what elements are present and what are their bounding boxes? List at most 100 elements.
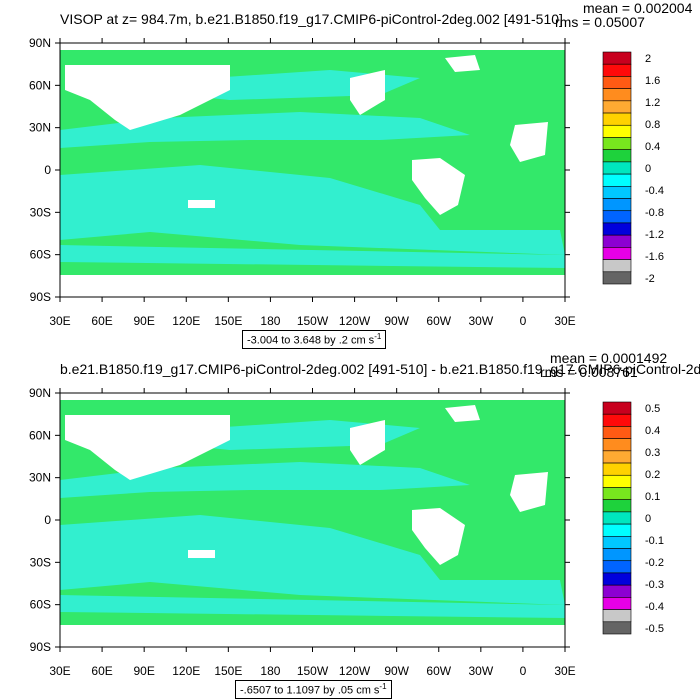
x-tick-label: 30E (554, 664, 575, 678)
y-tick-label: 90N (29, 386, 51, 400)
map-field (60, 43, 565, 297)
colorbar-swatch (602, 186, 632, 199)
x-tick-label: 90W (384, 664, 409, 678)
x-tick-label: 150E (214, 314, 242, 328)
y-tick-label: 60N (29, 428, 51, 442)
x-tick-label: 150E (214, 664, 242, 678)
y-tick-label: 0 (44, 163, 51, 177)
x-tick-label: 120E (172, 314, 200, 328)
colorbar-swatch (602, 426, 632, 439)
colorbar-swatch (602, 536, 632, 549)
x-tick-label: 90E (133, 314, 154, 328)
colorbar-swatch (602, 487, 632, 500)
colorbar-swatch (602, 474, 632, 488)
colorbar-swatch (602, 450, 632, 464)
colorbar-swatch (602, 401, 632, 415)
colorbar-label: -0.4 (645, 601, 664, 613)
colorbar-label: 2 (645, 53, 651, 65)
y-tick-label: 90S (30, 290, 51, 304)
colorbar-label: -0.3 (645, 579, 664, 591)
land-mask (445, 55, 480, 72)
map-field (60, 393, 565, 647)
bottom-panel: b.e21.B1850.f19_g17.CMIP6-piControl-2deg… (0, 350, 700, 700)
land-mask (510, 122, 548, 162)
colorbar-label: 1.6 (645, 75, 660, 87)
rms-label: rms = 0.008761 (540, 364, 638, 380)
colorbar-swatch (602, 76, 632, 89)
x-tick-label: 120E (172, 664, 200, 678)
land-mask (188, 550, 215, 558)
plot-title: VISOP at z= 984.7m, b.e21.B1850.f19_g17.… (60, 11, 563, 27)
colorbar-swatch (602, 124, 632, 138)
colorbar-swatch (602, 112, 632, 126)
x-tick-label: 180 (260, 314, 280, 328)
colorbar-swatch (602, 88, 632, 102)
field-band (60, 245, 565, 268)
land-mask (65, 65, 230, 130)
x-tick-label: 150W (297, 314, 329, 328)
x-tick-label: 30E (49, 314, 70, 328)
colorbar-swatch (602, 100, 632, 114)
colorbar-swatch (602, 198, 632, 212)
colorbar-swatch (602, 247, 632, 260)
colorbar-label: -2 (645, 273, 655, 285)
x-tick-label: 60W (426, 664, 451, 678)
colorbar-label: 0.1 (645, 491, 660, 503)
x-tick-label: 60W (426, 314, 451, 328)
y-tick-label: 30N (29, 471, 51, 485)
colorbar-swatch (602, 234, 632, 248)
colorbar-swatch (602, 259, 632, 273)
colorbar-swatch (602, 572, 632, 586)
field-band (60, 112, 470, 148)
field-band (60, 165, 565, 255)
field-band (60, 515, 565, 605)
colorbar-swatch (602, 462, 632, 476)
colorbar-swatch (602, 271, 632, 285)
y-tick-label: 60N (29, 78, 51, 92)
colorbar-swatch (602, 63, 632, 77)
land-mask (350, 70, 385, 115)
colorbar-swatch (602, 548, 632, 562)
range-label: -.6507 to 1.1097 by .05 cm s-1 (235, 680, 392, 699)
x-tick-label: 150W (297, 664, 329, 678)
colorbar-swatch (602, 511, 632, 525)
mean-label: mean = 0.0001492 (550, 350, 668, 366)
colorbar-swatch (602, 222, 632, 236)
land-mask (445, 405, 480, 422)
colorbar-label: -0.2 (645, 557, 664, 569)
colorbar-label: 1.2 (645, 97, 660, 109)
chart-svg: 30E 60E 90E 120E 150E 180 150W 120W 90W 60W 30W 0 30… (29, 386, 664, 678)
range-label: -3.004 to 3.648 by .2 cm s-1 (242, 330, 387, 349)
land-mask (60, 43, 565, 50)
land-mask (60, 393, 565, 400)
colorbar-label: 0.4 (645, 141, 660, 153)
colorbar-swatch (602, 560, 632, 574)
y-tick-label: 60S (30, 248, 51, 262)
colorbar-label: 0.4 (645, 425, 660, 437)
colorbar-swatch (602, 523, 632, 537)
y-tick-label: 90S (30, 640, 51, 654)
land-mask (412, 158, 465, 215)
top-panel: VISOP at z= 984.7m, b.e21.B1850.f19_g17.… (29, 1, 692, 349)
x-tick-label: 120W (339, 314, 371, 328)
land-mask (510, 472, 548, 512)
colorbar-swatch (602, 51, 632, 65)
y-tick-label: 30S (30, 555, 51, 569)
y-tick-label: 30S (30, 205, 51, 219)
range-exponent: -1 (374, 332, 382, 341)
colorbar-label: -1.6 (645, 251, 664, 263)
y-tick-label: 90N (29, 36, 51, 50)
x-tick-label: 30W (468, 664, 493, 678)
colorbar-label: 0.3 (645, 447, 660, 459)
x-tick-label: 0 (520, 664, 527, 678)
x-tick-label: 60E (91, 664, 112, 678)
colorbar-swatch (602, 149, 632, 163)
x-tick-label: 30E (49, 664, 70, 678)
colorbar-swatch (602, 609, 632, 623)
range-text: -3.004 to 3.648 by .2 cm s (247, 334, 375, 347)
colorbar-label: 0.2 (645, 469, 660, 481)
plot-title: b.e21.B1850.f19_g17.CMIP6-piControl-2deg… (60, 361, 700, 377)
land-mask (350, 420, 385, 465)
colorbar-swatch (602, 597, 632, 610)
colorbar-label: -0.4 (645, 185, 664, 197)
